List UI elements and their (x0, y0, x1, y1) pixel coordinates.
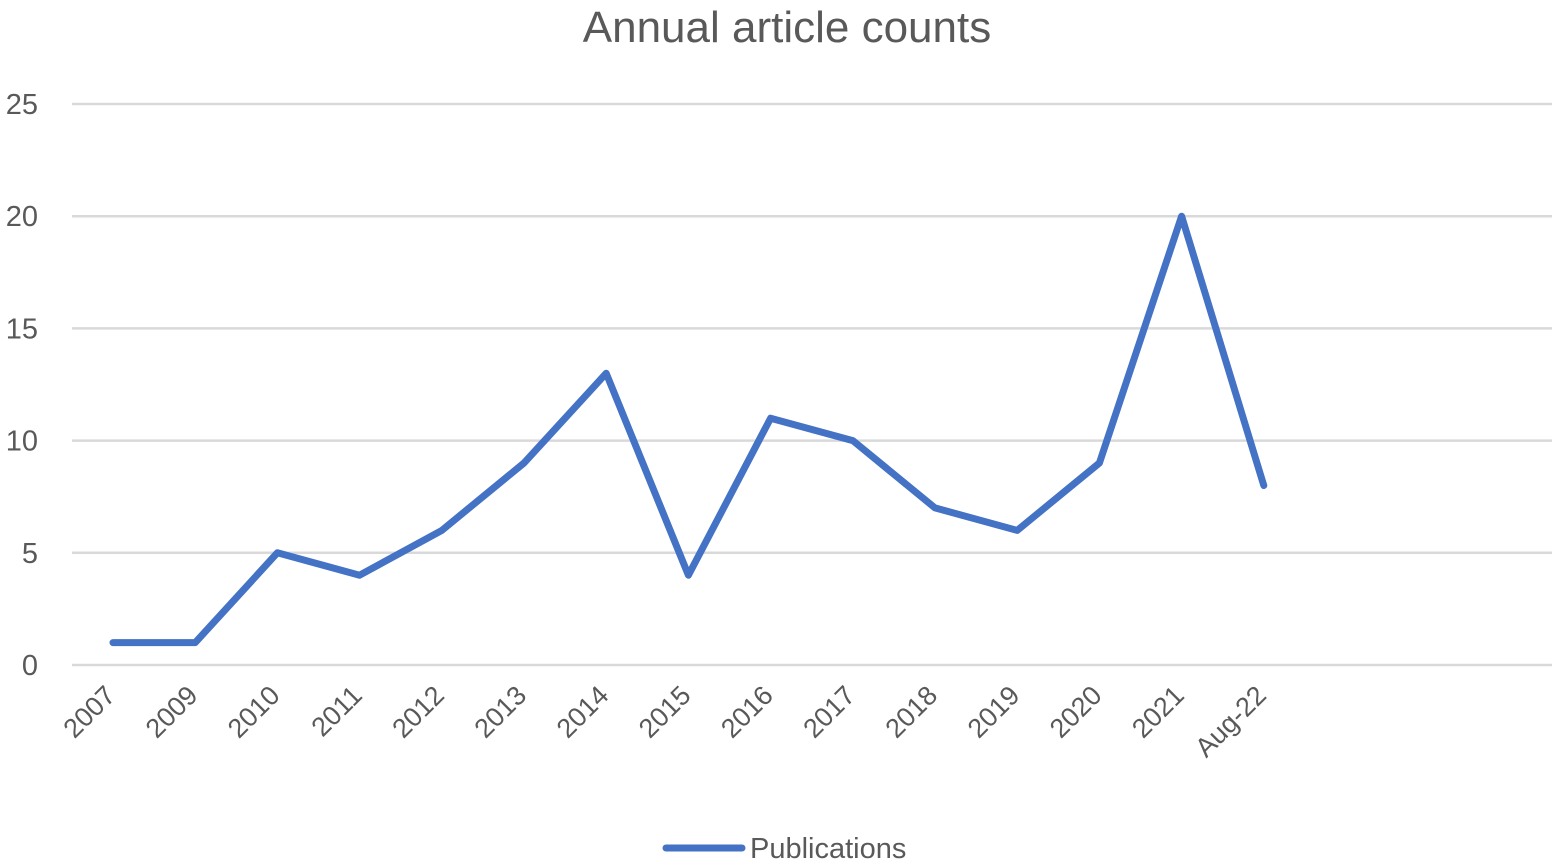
x-tick-label: 2019 (962, 680, 1026, 744)
series-line-publications (109, 212, 1268, 647)
x-tick-label: 2012 (386, 680, 450, 744)
y-tick-label: 15 (6, 313, 38, 345)
y-tick-label: 0 (22, 650, 38, 682)
data-point (769, 416, 773, 420)
y-axis-ticks: 0 5 10 15 20 25 (6, 89, 38, 682)
x-tick-label: 2018 (880, 680, 944, 744)
y-tick-label: 25 (6, 89, 38, 121)
y-tick-label: 20 (6, 201, 38, 233)
data-point (1015, 528, 1019, 532)
data-point (1097, 461, 1101, 465)
data-point (193, 641, 197, 645)
data-point (358, 573, 362, 577)
data-point (440, 528, 444, 532)
data-point (604, 371, 608, 375)
x-tick-label: 2015 (633, 680, 697, 744)
x-tick-label: 2014 (551, 680, 615, 744)
gridlines (72, 102, 1552, 667)
data-point (1180, 214, 1184, 218)
x-axis-ticks: 2007 2009 2010 2011 2012 2013 2014 2015 2016 2017… (58, 680, 1272, 763)
x-tick-label: 2013 (469, 680, 533, 744)
legend-label-publications: Publications (750, 833, 906, 864)
data-point (1262, 483, 1266, 487)
data-point (111, 641, 115, 645)
x-tick-label: 2007 (58, 680, 122, 744)
data-point (522, 461, 526, 465)
x-tick-label: 2010 (222, 680, 286, 744)
x-tick-label: 2017 (797, 680, 861, 744)
x-tick-label: 2016 (715, 680, 779, 744)
x-tick-label: Aug-22 (1189, 680, 1272, 763)
x-tick-label: 2020 (1044, 680, 1108, 744)
y-tick-label: 5 (22, 538, 38, 570)
data-point (933, 506, 937, 510)
chart-title: Annual article counts (583, 3, 991, 52)
x-tick-label: 2009 (140, 680, 204, 744)
legend: Publications (662, 833, 906, 864)
data-point (851, 439, 855, 443)
data-point (275, 551, 279, 555)
x-tick-label: 2021 (1126, 680, 1190, 744)
data-series (109, 212, 1268, 647)
y-tick-label: 10 (6, 426, 38, 458)
x-tick-label: 2011 (306, 680, 368, 742)
data-point (686, 573, 690, 577)
